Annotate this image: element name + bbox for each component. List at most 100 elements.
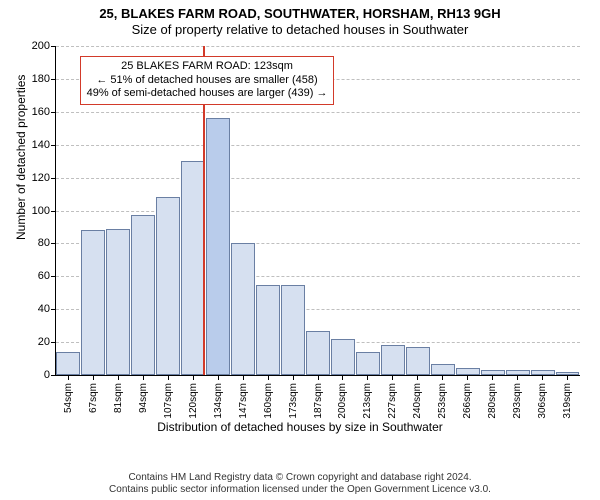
x-tick-mark — [417, 375, 418, 380]
y-tick-label: 140 — [32, 139, 56, 151]
y-tick-label: 160 — [32, 106, 56, 118]
plot-area: 02040608010012014016018020054sqm67sqm81s… — [55, 46, 580, 376]
x-tick: 173sqm — [287, 375, 299, 419]
x-tick: 319sqm — [562, 375, 574, 419]
x-tick: 134sqm — [212, 375, 224, 419]
x-tick-label: 81sqm — [113, 383, 124, 413]
x-tick-label: 253sqm — [437, 383, 448, 419]
y-tick-label: 80 — [38, 237, 56, 249]
x-tick-label: 67sqm — [88, 383, 99, 413]
x-tick: 240sqm — [412, 375, 424, 419]
x-tick-label: 147sqm — [238, 383, 249, 419]
footer-line-2: Contains public sector information licen… — [0, 484, 600, 496]
x-tick: 280sqm — [487, 375, 499, 419]
x-tick: 266sqm — [462, 375, 474, 419]
x-tick-mark — [467, 375, 468, 380]
y-tick-label: 40 — [38, 303, 56, 315]
x-tick-mark — [392, 375, 393, 380]
histogram-bar — [306, 331, 330, 375]
x-tick: 160sqm — [262, 375, 274, 419]
x-tick: 293sqm — [512, 375, 524, 419]
histogram-bar — [181, 161, 205, 375]
x-tick-label: 227sqm — [387, 383, 398, 419]
x-tick-mark — [442, 375, 443, 380]
x-tick-label: 240sqm — [412, 383, 423, 419]
x-tick: 67sqm — [87, 375, 99, 413]
x-tick: 81sqm — [112, 375, 124, 413]
x-tick-label: 54sqm — [63, 383, 74, 413]
x-tick: 54sqm — [62, 375, 74, 413]
grid-line — [56, 145, 580, 146]
x-tick-mark — [268, 375, 269, 380]
x-tick-label: 319sqm — [562, 383, 573, 419]
histogram-bar — [106, 229, 130, 375]
grid-line — [56, 211, 580, 212]
x-tick-mark — [492, 375, 493, 380]
y-tick-label: 100 — [32, 205, 56, 217]
x-tick-label: 293sqm — [512, 383, 523, 419]
grid-line — [56, 112, 580, 113]
histogram-bar — [331, 339, 355, 375]
x-tick-label: 200sqm — [337, 383, 348, 419]
histogram-bar — [156, 197, 180, 375]
chart-title-main: 25, BLAKES FARM ROAD, SOUTHWATER, HORSHA… — [0, 6, 600, 22]
x-tick-label: 160sqm — [263, 383, 274, 419]
x-tick-mark — [542, 375, 543, 380]
x-tick-label: 173sqm — [288, 383, 299, 419]
x-tick: 253sqm — [437, 375, 449, 419]
x-tick: 213sqm — [362, 375, 374, 419]
histogram-bar — [456, 368, 480, 375]
x-tick-label: 107sqm — [163, 383, 174, 419]
histogram-bar — [81, 230, 105, 375]
x-tick-mark — [293, 375, 294, 380]
x-tick-label: 94sqm — [138, 383, 149, 413]
histogram-bar — [231, 243, 255, 375]
footer-line-1: Contains HM Land Registry data © Crown c… — [0, 472, 600, 484]
x-tick-label: 213sqm — [362, 383, 373, 419]
histogram-bar — [256, 285, 280, 375]
x-tick: 200sqm — [337, 375, 349, 419]
histogram-bar — [131, 215, 155, 375]
x-tick-label: 280sqm — [487, 383, 498, 419]
histogram-bar — [406, 347, 430, 375]
x-tick-mark — [243, 375, 244, 380]
y-tick-label: 120 — [32, 172, 56, 184]
y-tick-label: 20 — [38, 336, 56, 348]
x-tick: 147sqm — [237, 375, 249, 419]
annotation-line: ← 51% of detached houses are smaller (45… — [87, 74, 328, 88]
chart-title-block: 25, BLAKES FARM ROAD, SOUTHWATER, HORSHA… — [0, 0, 600, 39]
y-tick-label: 60 — [38, 270, 56, 282]
chart-title-sub: Size of property relative to detached ho… — [0, 22, 600, 38]
x-tick-mark — [318, 375, 319, 380]
histogram-bar — [56, 352, 80, 375]
x-tick-mark — [93, 375, 94, 380]
x-tick-mark — [517, 375, 518, 380]
grid-line — [56, 178, 580, 179]
x-tick: 107sqm — [162, 375, 174, 419]
histogram-bar — [356, 352, 380, 375]
x-tick-mark — [68, 375, 69, 380]
x-tick-mark — [342, 375, 343, 380]
x-tick: 120sqm — [187, 375, 199, 419]
x-tick: 306sqm — [537, 375, 549, 419]
x-tick: 94sqm — [137, 375, 149, 413]
y-axis-title: Number of detached properties — [14, 75, 28, 240]
x-tick-mark — [567, 375, 568, 380]
histogram-bar — [381, 345, 405, 375]
histogram-bar — [206, 118, 230, 375]
x-tick-mark — [118, 375, 119, 380]
y-tick-label: 200 — [32, 40, 56, 52]
y-tick-label: 180 — [32, 73, 56, 85]
x-tick-mark — [168, 375, 169, 380]
x-tick: 187sqm — [312, 375, 324, 419]
annotation-line: 49% of semi-detached houses are larger (… — [87, 87, 328, 101]
annotation-box: 25 BLAKES FARM ROAD: 123sqm← 51% of deta… — [80, 56, 335, 105]
x-tick: 227sqm — [387, 375, 399, 419]
histogram-bar — [281, 285, 305, 375]
x-tick-label: 187sqm — [313, 383, 324, 419]
x-tick-label: 266sqm — [462, 383, 473, 419]
histogram-bar — [431, 364, 455, 376]
grid-line — [56, 46, 580, 47]
annotation-line: 25 BLAKES FARM ROAD: 123sqm — [87, 60, 328, 74]
chart-area: Number of detached properties 0204060801… — [0, 40, 600, 440]
